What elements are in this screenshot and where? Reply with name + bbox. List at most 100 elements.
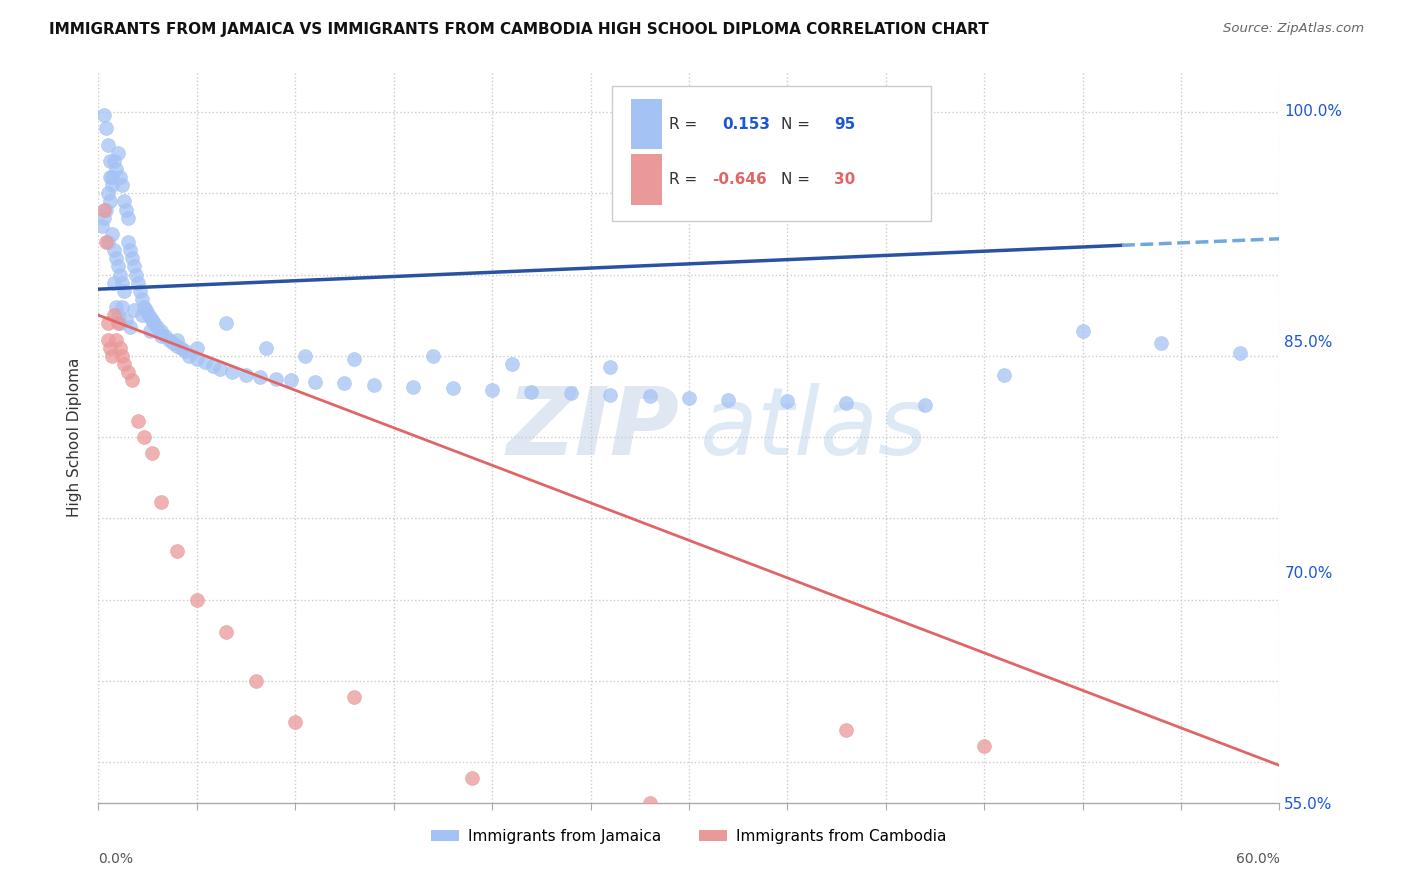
Text: atlas: atlas — [699, 384, 927, 475]
Text: R =: R = — [669, 117, 697, 131]
Point — [96, 202, 118, 217]
Point — [108, 268, 131, 282]
Point — [304, 375, 326, 389]
Point — [481, 383, 503, 397]
Point — [1071, 325, 1094, 339]
Point — [162, 335, 184, 350]
Point — [422, 349, 444, 363]
Point — [136, 307, 159, 321]
Point — [105, 300, 128, 314]
Point — [98, 341, 121, 355]
Point — [103, 308, 125, 322]
Point — [107, 145, 129, 160]
Point — [115, 202, 138, 217]
Point — [105, 252, 128, 266]
Point — [127, 276, 149, 290]
Point — [117, 365, 139, 379]
Point — [98, 169, 121, 184]
Point — [112, 194, 135, 209]
Point — [186, 341, 208, 355]
Text: N =: N = — [782, 117, 810, 131]
Point — [520, 384, 543, 399]
Point — [343, 690, 366, 705]
Point — [215, 625, 238, 640]
Point — [973, 739, 995, 753]
Point — [121, 373, 143, 387]
Point — [107, 260, 129, 274]
Point — [174, 343, 197, 358]
Point — [166, 544, 188, 558]
Point — [146, 319, 169, 334]
Point — [97, 235, 120, 249]
Point — [150, 325, 173, 339]
Point — [150, 495, 173, 509]
Point — [96, 121, 118, 136]
Point — [155, 329, 177, 343]
Point — [717, 392, 740, 407]
Point — [441, 381, 464, 395]
Point — [245, 673, 267, 688]
Point — [97, 316, 120, 330]
Text: 0.0%: 0.0% — [98, 852, 134, 865]
Point — [97, 137, 120, 152]
Point — [117, 235, 139, 249]
Text: 60.0%: 60.0% — [1236, 852, 1279, 865]
Text: -0.646: -0.646 — [713, 172, 768, 187]
Point — [107, 316, 129, 330]
Point — [117, 211, 139, 225]
Point — [118, 319, 141, 334]
Point — [98, 194, 121, 209]
Point — [132, 300, 155, 314]
Point — [103, 153, 125, 168]
Point — [93, 108, 115, 122]
Point — [294, 349, 316, 363]
Point — [166, 333, 188, 347]
Point — [101, 227, 124, 241]
Point — [108, 316, 131, 330]
Point — [132, 430, 155, 444]
Point — [599, 388, 621, 402]
Point — [138, 325, 160, 339]
FancyBboxPatch shape — [631, 99, 662, 149]
Point — [186, 592, 208, 607]
Point — [111, 349, 134, 363]
Point — [914, 398, 936, 412]
Point — [461, 772, 484, 786]
Point — [186, 352, 208, 367]
Point — [96, 235, 118, 249]
Point — [264, 371, 287, 385]
FancyBboxPatch shape — [612, 86, 931, 221]
Point — [142, 316, 165, 330]
Point — [103, 276, 125, 290]
Text: IMMIGRANTS FROM JAMAICA VS IMMIGRANTS FROM CAMBODIA HIGH SCHOOL DIPLOMA CORRELAT: IMMIGRANTS FROM JAMAICA VS IMMIGRANTS FR… — [49, 22, 988, 37]
Point — [141, 313, 163, 327]
Point — [122, 303, 145, 318]
FancyBboxPatch shape — [631, 154, 662, 205]
Point — [111, 178, 134, 193]
Point — [128, 284, 150, 298]
Point — [101, 349, 124, 363]
Text: Source: ZipAtlas.com: Source: ZipAtlas.com — [1223, 22, 1364, 36]
Point — [93, 202, 115, 217]
Point — [638, 389, 661, 403]
Point — [166, 339, 188, 353]
Point — [170, 341, 193, 355]
Text: R =: R = — [669, 172, 697, 187]
Y-axis label: High School Diploma: High School Diploma — [67, 358, 83, 516]
Point — [115, 313, 138, 327]
Point — [111, 300, 134, 314]
Point — [235, 368, 257, 383]
Point — [98, 153, 121, 168]
Point — [363, 378, 385, 392]
Point — [135, 303, 157, 318]
Point — [284, 714, 307, 729]
Point — [97, 333, 120, 347]
Point — [131, 308, 153, 322]
Point — [221, 365, 243, 379]
Point — [101, 169, 124, 184]
Point — [1229, 345, 1251, 359]
Point — [125, 268, 148, 282]
Text: ZIP: ZIP — [506, 383, 679, 475]
Point — [776, 394, 799, 409]
Point — [678, 391, 700, 405]
